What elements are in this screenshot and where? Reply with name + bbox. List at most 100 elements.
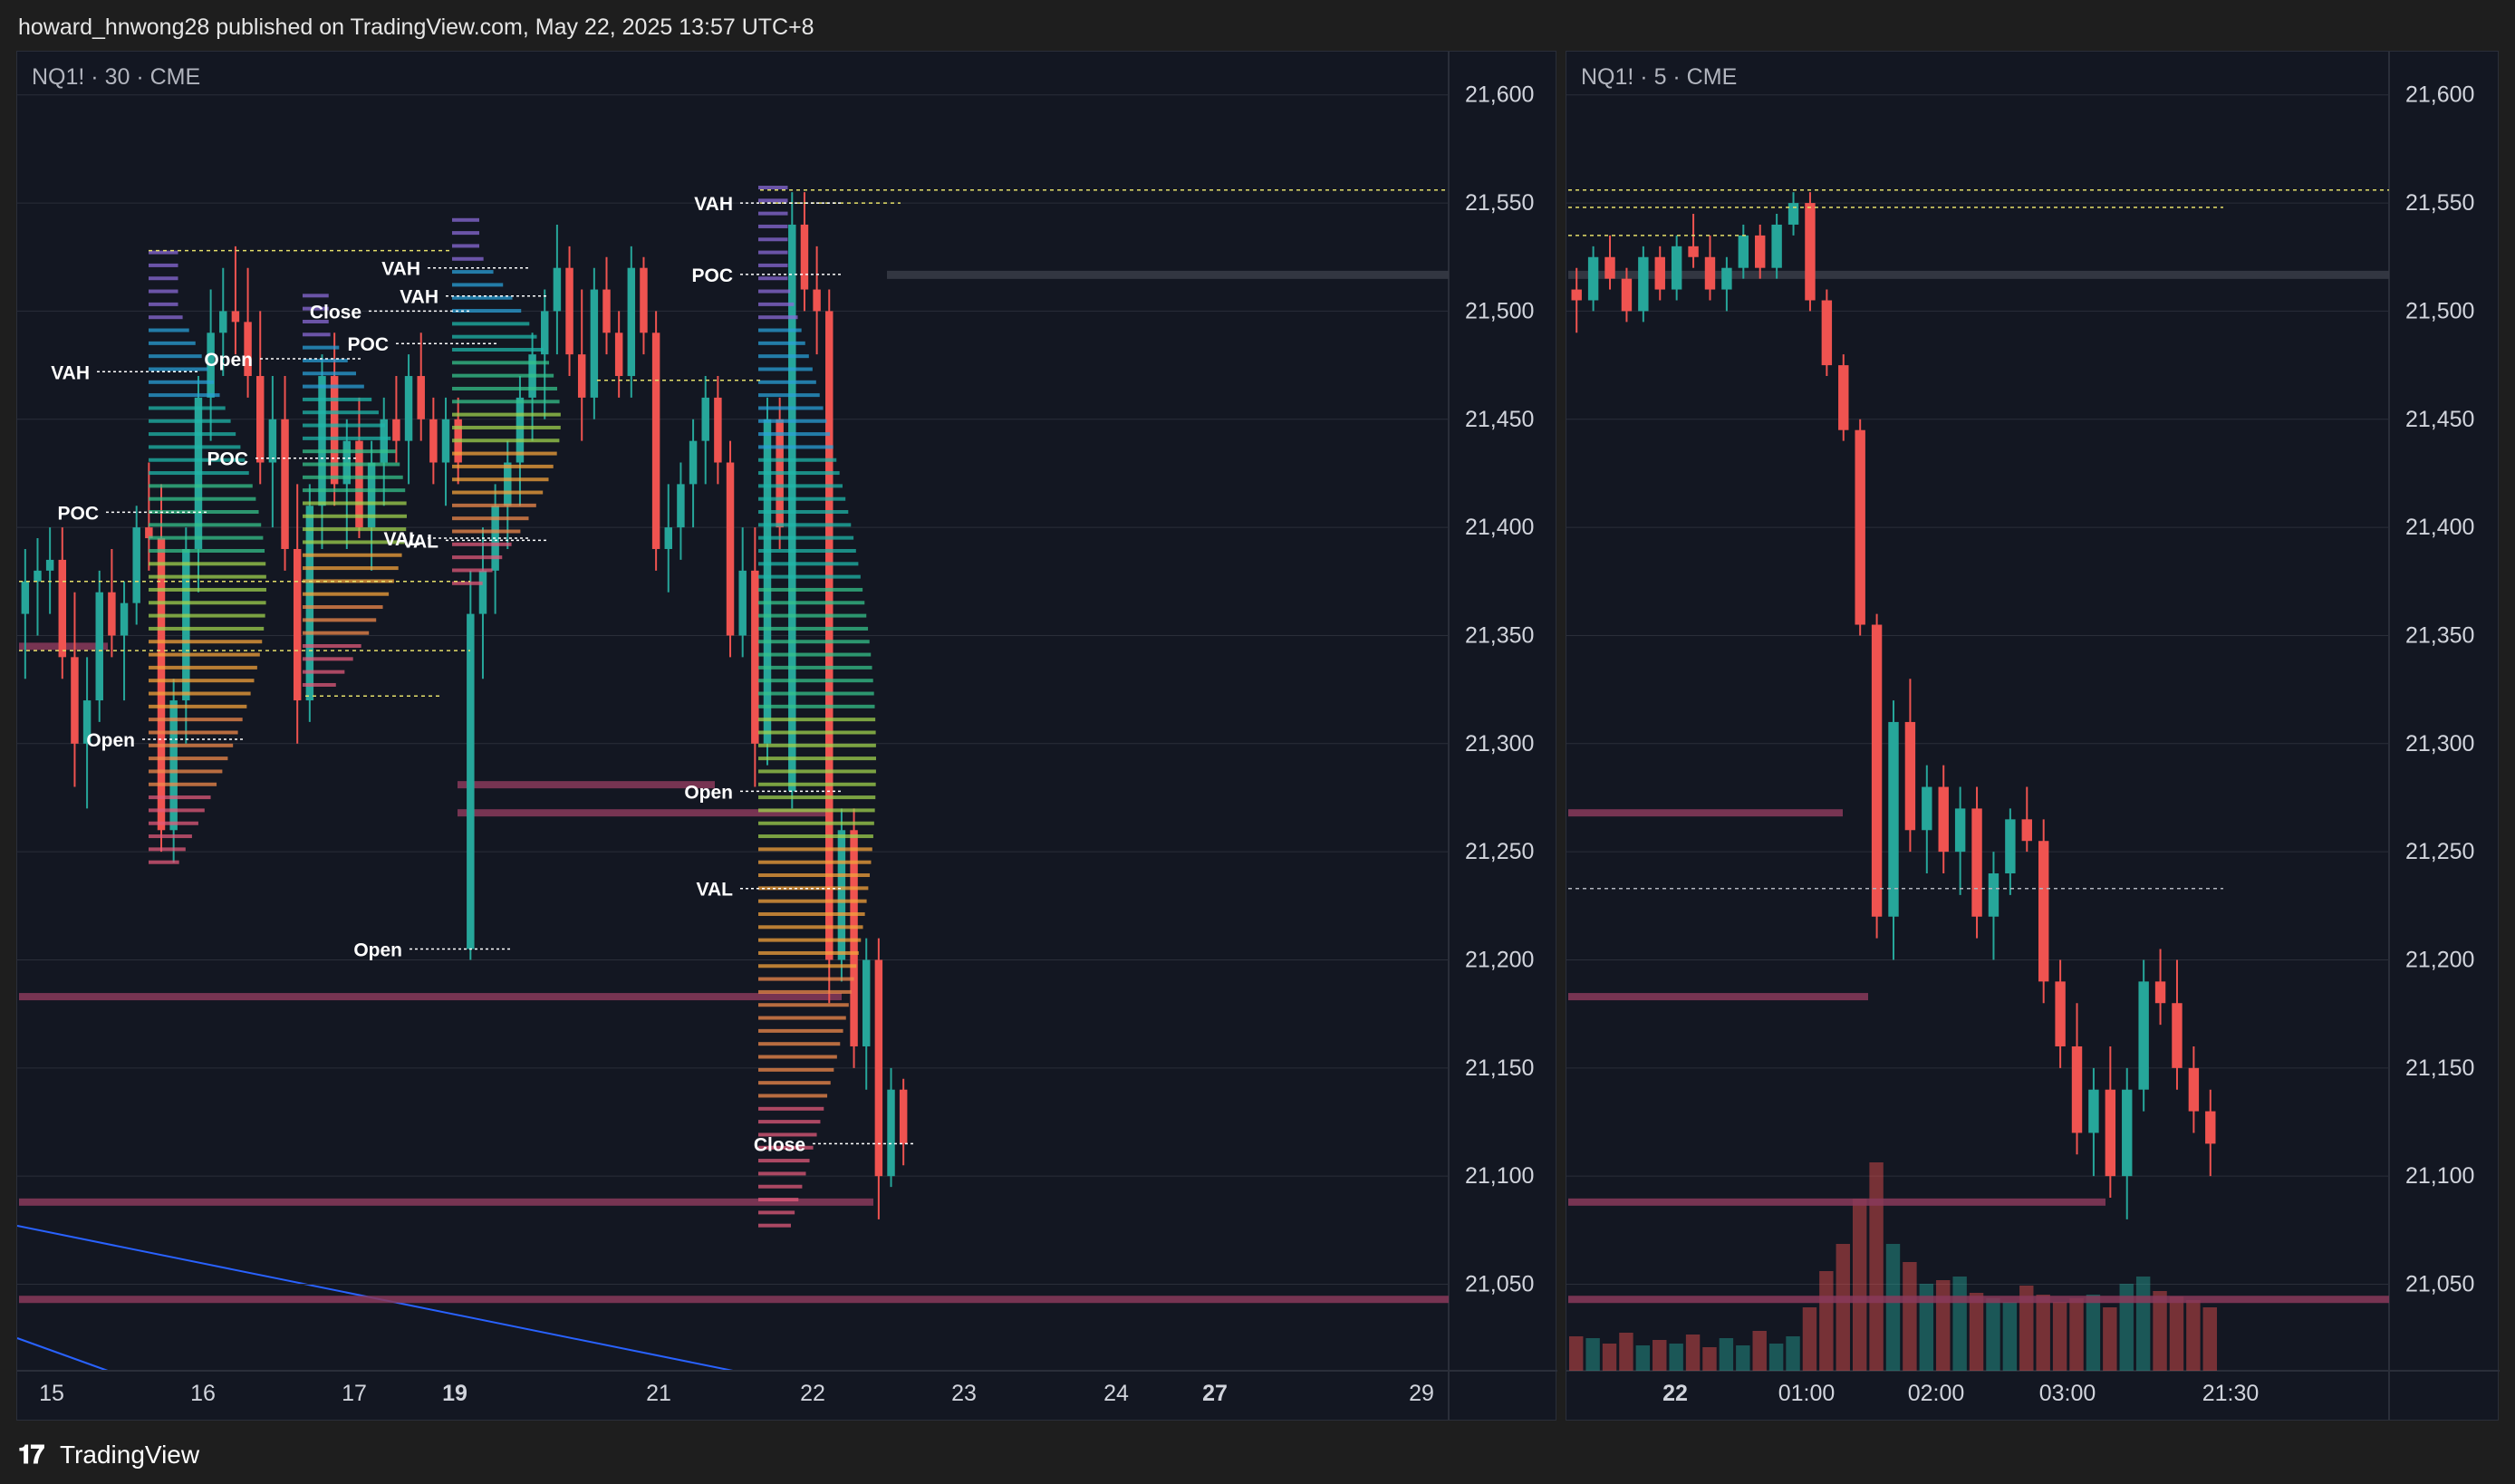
volume-profile-row — [149, 367, 208, 371]
volume-profile-row — [303, 566, 399, 571]
volume-profile-row — [758, 665, 872, 670]
volume-profile-row — [149, 548, 265, 553]
volume-profile-row — [303, 462, 400, 467]
candle-body — [219, 311, 227, 333]
candle-body — [1904, 721, 1916, 831]
volume-profile-row — [758, 795, 876, 800]
candle-body — [2088, 1089, 2099, 1133]
volume-profile-row — [758, 523, 852, 527]
candle-body — [726, 462, 735, 636]
candle-body — [1838, 365, 1849, 430]
support-level — [458, 781, 715, 789]
candle-body — [689, 440, 698, 485]
volume-profile-row — [303, 449, 396, 454]
volume-profile-row — [149, 523, 262, 527]
volume-profile-row — [758, 977, 854, 981]
volume-profile-row — [758, 250, 788, 255]
volume-bar — [2202, 1307, 2217, 1371]
support-level — [458, 809, 833, 817]
candle-body — [2021, 819, 2032, 842]
chart-30min-canvas[interactable]: 21,600 21,550 21,500 21,450 21,400 21,350 21,3… — [17, 52, 1557, 1421]
candle-body — [2071, 1046, 2083, 1133]
candle-body — [2055, 981, 2066, 1046]
candle-body — [577, 354, 586, 398]
y-tick-label: 21,400 — [1465, 515, 1534, 540]
volume-profile-row — [452, 386, 557, 390]
chart-pane-5min[interactable]: 21,600 21,550 21,500 21,450 21,400 21,350 21,3… — [1566, 51, 2500, 1421]
volume-bar — [1869, 1162, 1884, 1371]
volume-profile-row — [149, 834, 192, 839]
volume-profile-row — [303, 553, 402, 557]
volume-profile-row — [303, 540, 405, 544]
volume-profile-row — [149, 354, 202, 359]
volume-profile-row — [452, 373, 554, 378]
volume-bar — [2135, 1277, 2151, 1371]
candle-body — [182, 548, 190, 701]
volume-profile-row — [149, 808, 205, 813]
volume-bar — [2069, 1298, 2084, 1371]
candle-body — [553, 267, 562, 312]
x-tick-label: 15 — [39, 1381, 64, 1406]
volume-profile-row — [758, 1120, 821, 1124]
profile-label: VAH — [694, 194, 733, 215]
candle-body — [1671, 246, 1682, 290]
volume-bar — [1569, 1336, 1584, 1371]
volume-bar — [1752, 1331, 1767, 1371]
support-level — [19, 993, 842, 1001]
volume-profile-row — [303, 358, 348, 362]
volume-profile-row — [758, 458, 837, 462]
y-tick-label: 21,450 — [2405, 407, 2474, 432]
volume-bar — [2103, 1307, 2117, 1371]
candle-body — [255, 376, 265, 463]
y-tick-label: 21,600 — [2405, 82, 2474, 108]
volume-profile-row — [149, 276, 178, 281]
candle-body — [429, 419, 438, 463]
volume-bar — [1736, 1345, 1750, 1371]
candle-body — [2105, 1089, 2116, 1177]
volume-profile-row — [149, 496, 256, 501]
volume-profile-row — [303, 618, 377, 622]
volume-bar — [1619, 1333, 1633, 1371]
volume-profile-row — [452, 348, 544, 352]
profile-label: VAH — [381, 259, 420, 280]
candle-body — [108, 592, 116, 636]
volume-bar — [2119, 1284, 2134, 1371]
volume-profile-row — [758, 679, 873, 683]
volume-bar — [1702, 1347, 1717, 1371]
y-tick-label: 21,050 — [1465, 1272, 1534, 1297]
candle-body — [751, 570, 759, 744]
volume-profile-row — [758, 289, 791, 294]
volume-profile-row — [758, 1042, 841, 1046]
volume-profile-row — [758, 211, 788, 216]
volume-profile-row — [758, 704, 875, 708]
volume-bar — [1819, 1271, 1834, 1371]
volume-profile-row — [758, 640, 870, 644]
y-tick-label: 21,200 — [2405, 947, 2474, 972]
candle-body — [244, 322, 252, 377]
volume-profile-row — [758, 730, 876, 735]
chart-pane-30min[interactable]: 21,600 21,550 21,500 21,450 21,400 21,350 21,3… — [16, 51, 1557, 1421]
volume-bar — [1669, 1344, 1683, 1371]
candle-body — [862, 959, 871, 1046]
candle-body — [763, 419, 772, 744]
candle-body — [565, 267, 573, 355]
candle-body — [2038, 841, 2049, 982]
volume-profile-row — [758, 587, 863, 592]
x-tick-label: 23 — [951, 1381, 977, 1406]
x-tick-label: 24 — [1103, 1381, 1129, 1406]
candle-body — [874, 959, 883, 1177]
volume-profile-row — [303, 345, 340, 350]
profile-label: Open — [353, 940, 402, 961]
volume-bar — [2186, 1300, 2201, 1371]
chart-5min-canvas[interactable]: 21,600 21,550 21,500 21,450 21,400 21,350 21,3… — [1566, 52, 2500, 1421]
volume-profile-row — [758, 1003, 849, 1007]
support-level — [1568, 809, 1843, 817]
volume-profile-row — [758, 911, 865, 916]
volume-profile-row — [758, 821, 874, 825]
candle-body — [2005, 819, 2016, 874]
y-tick-label: 21,550 — [1465, 190, 1534, 216]
volume-profile-row — [452, 217, 479, 222]
y-tick-label: 21,100 — [1465, 1163, 1534, 1189]
candle-body — [281, 419, 289, 549]
candle-body — [1621, 278, 1633, 312]
